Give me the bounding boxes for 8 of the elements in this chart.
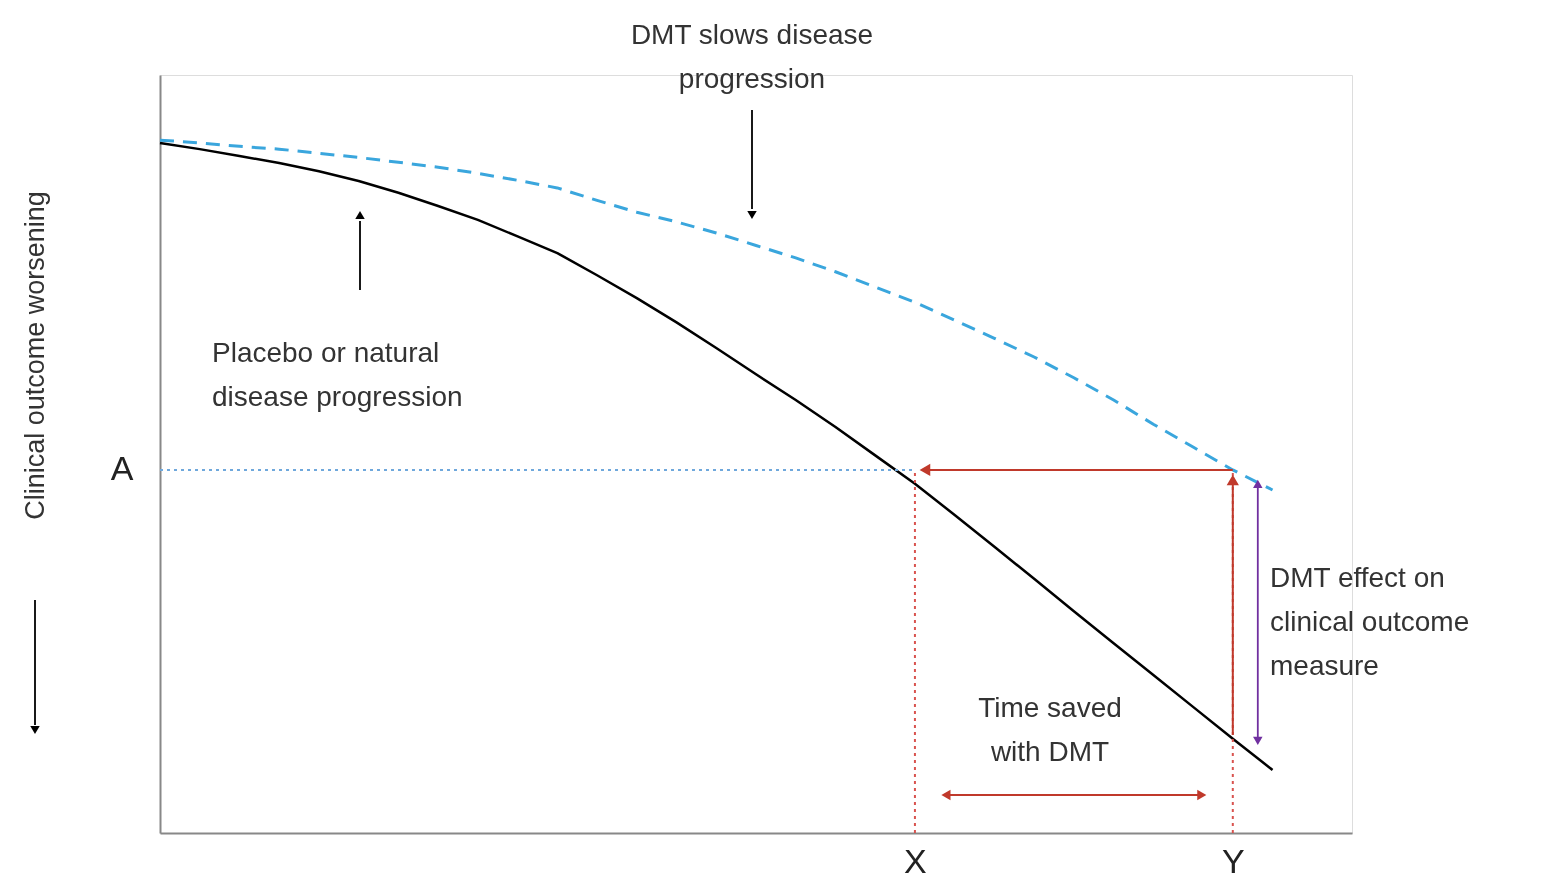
- text: DMT slows disease progression: [630, 19, 874, 94]
- annotation: Placebo or natural disease progression: [212, 337, 463, 412]
- annotation: DMT effect on clinical outcome measure: [1270, 562, 1470, 681]
- y-axis-title: Clinical outcome worsening: [19, 191, 50, 520]
- x-tick-label: X: [904, 841, 927, 880]
- ref-line-label: A: [110, 448, 134, 487]
- annotation: Time saved with DMT: [978, 692, 1122, 767]
- x-tick-label: Y: [1221, 841, 1245, 880]
